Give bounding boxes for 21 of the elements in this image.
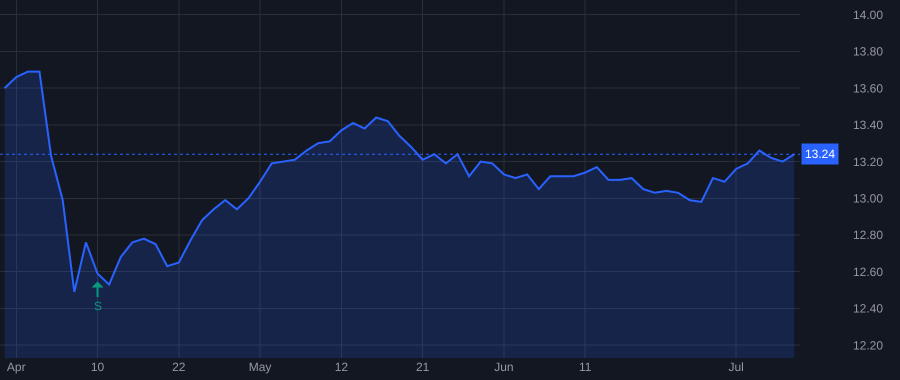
x-tick-label: May	[248, 360, 272, 374]
ref-line-label: 13.24	[805, 147, 836, 161]
y-tick-label: 13.20	[853, 154, 884, 169]
x-tick-label: Apr	[6, 360, 26, 374]
y-tick-label: 12.20	[853, 338, 884, 352]
y-tick-label: 13.60	[853, 81, 884, 96]
y-tick-label: 12.80	[853, 228, 884, 242]
y-tick-label: 13.80	[853, 44, 884, 59]
x-tick-label: 12	[334, 360, 348, 374]
y-tick-label: 14.00	[853, 8, 884, 22]
annotation: S	[94, 299, 102, 313]
y-tick-label: 13.00	[853, 191, 884, 206]
x-tick-label: Jun	[494, 360, 514, 374]
y-tick-label: 12.60	[853, 264, 884, 279]
x-tick-label: 10	[90, 360, 105, 374]
x-tick-label: 11	[578, 360, 592, 374]
y-tick-label: 12.40	[853, 302, 884, 316]
x-tick-label: 22	[172, 360, 186, 374]
x-tick-label: Jul	[728, 360, 744, 374]
y-tick-label: 13.40	[853, 118, 884, 132]
x-tick-label: 21	[416, 360, 430, 374]
